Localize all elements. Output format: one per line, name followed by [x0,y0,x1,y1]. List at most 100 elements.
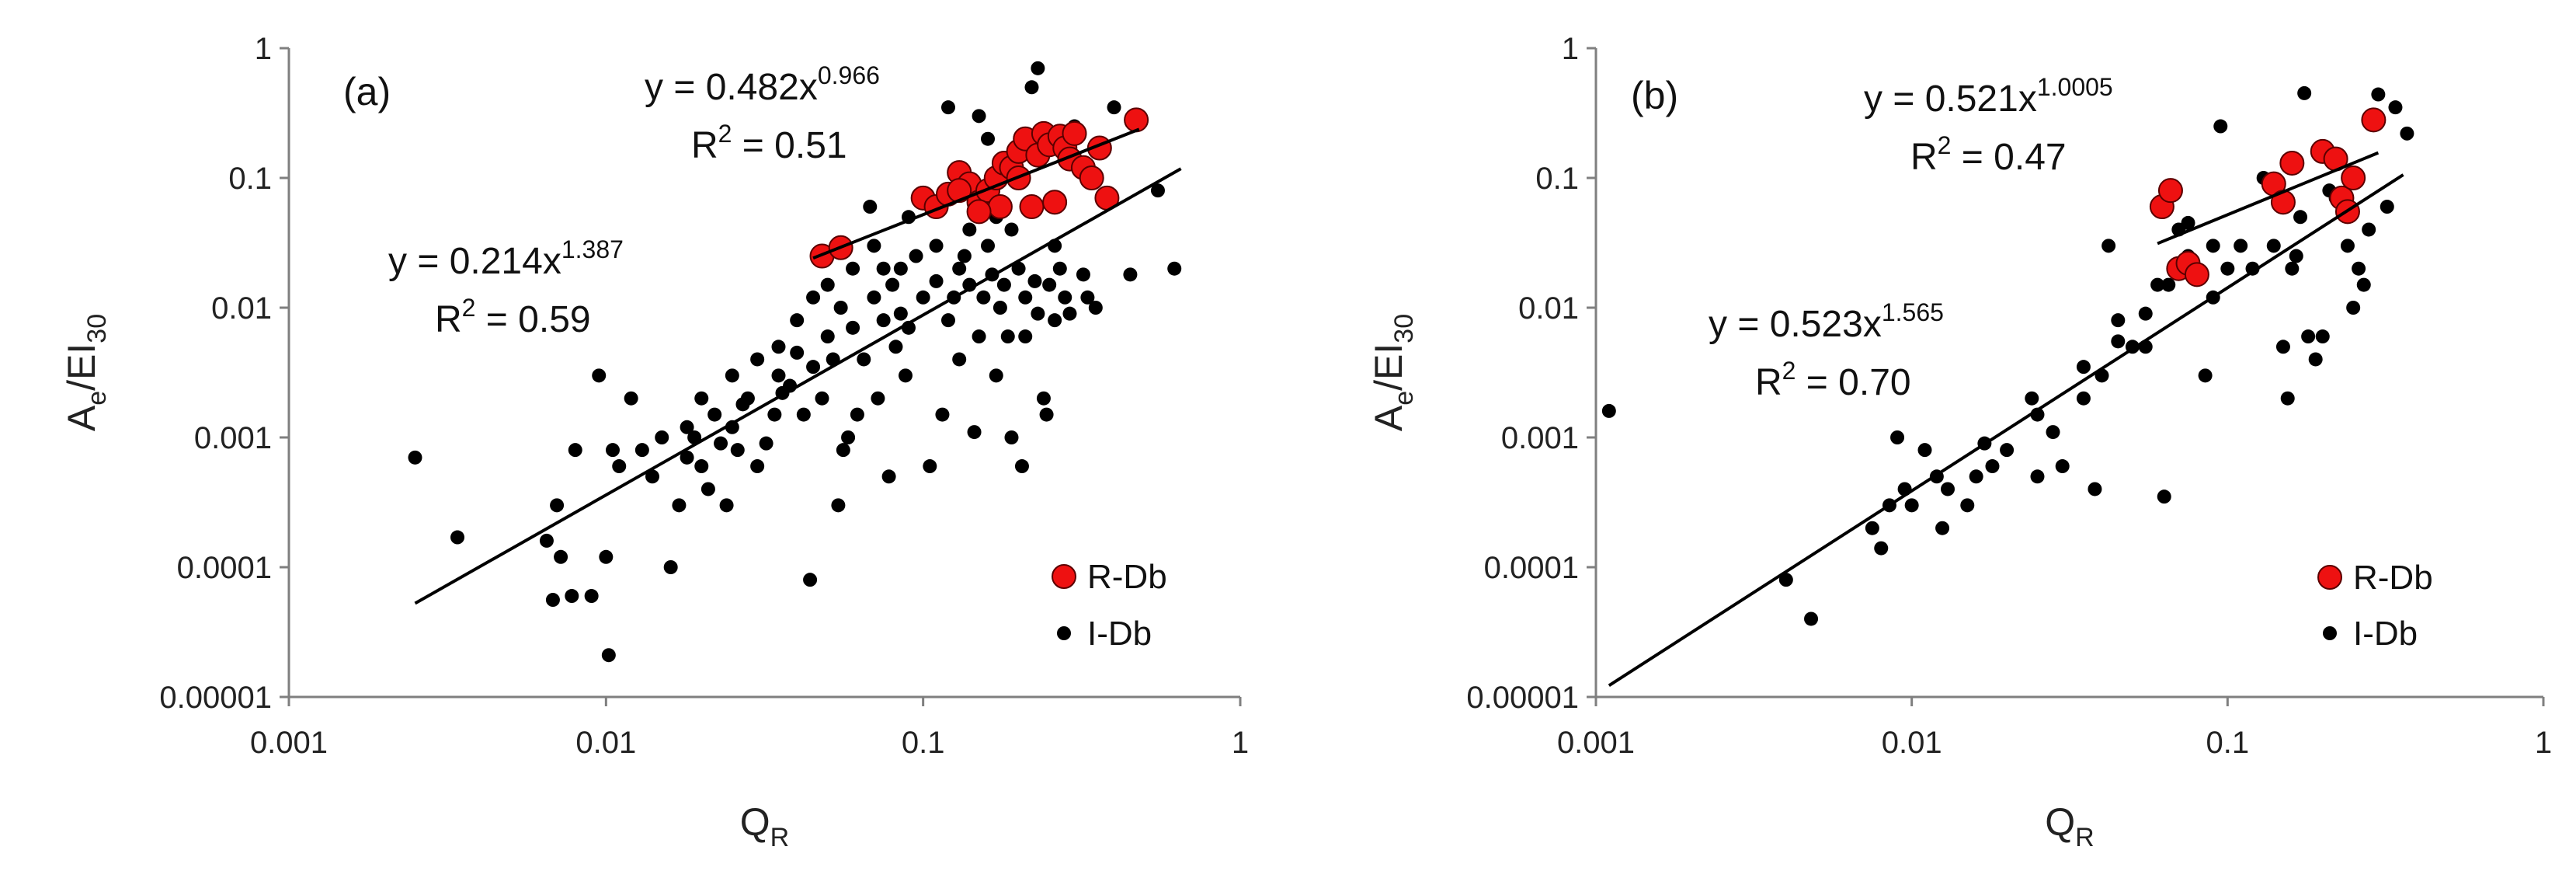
i-db-point [952,352,967,367]
x-tick-label: 0.001 [250,726,328,760]
r-db-point [987,194,1013,220]
i-db-point [2055,459,2070,474]
i-db-point [1052,261,1067,276]
i-db-point [584,589,599,604]
i-db-point [694,459,709,474]
legend: R-Db I-Db [1052,558,1167,653]
i-db-point [2111,334,2126,349]
x-axis-label: QR [2045,800,2094,852]
i-db-point [2356,277,2371,292]
i-db-point [2340,239,2355,253]
i-db-point [1000,329,1015,344]
i-db-point [1969,469,1983,484]
i-db-point [1865,521,1879,535]
i-db-point [2213,119,2228,134]
i-db-point [2076,360,2091,375]
r-db-point [1079,165,1104,190]
i-db-point [1014,459,1029,474]
i-db-point [972,109,986,124]
y-tick-label: 0.00001 [159,681,272,715]
i-db-point [790,313,805,328]
i-db-point [929,273,944,288]
trendline-i-db [414,167,1182,605]
i-db-point [700,482,715,496]
i-db-point [408,450,422,465]
legend-marker [2317,565,2342,590]
i-db-point [771,340,786,354]
i-db-point [871,391,885,406]
i-db-point [2400,126,2414,141]
i-db-point [898,368,913,383]
legend-marker [1057,626,1071,640]
i-db-point [2157,490,2171,504]
r-db-point [1019,194,1045,220]
y-tick-label: 0.001 [194,421,272,455]
i-db-point [790,345,805,360]
i-db-point [2076,391,2091,406]
y-tick-label: 0.01 [1518,291,1579,326]
i-db-point [2206,239,2220,253]
i-db-point [916,290,930,305]
i-db-point [2371,87,2386,102]
i-db-point [645,469,660,484]
y-tick-label: 0.001 [1501,421,1579,455]
i-db-point [2198,368,2213,383]
i-db-point [1024,80,1039,95]
i-db-point [672,498,687,513]
i-db-point [1027,273,1042,288]
i-db-point [1004,222,1019,237]
i-db-point [1062,306,1077,321]
r-db-point [1062,120,1087,146]
i-db-point [1018,329,1033,344]
r-db-point [1042,190,1068,215]
i-db-point [1778,573,1793,587]
chart-panel-b: 0.00001 0.0001 0.001 0.01 0.1 1 0.001 0.01 0.1 1 Q… [1367,32,2552,852]
i-db-point [836,443,850,458]
i-db-point [893,306,908,321]
i-db-point [2380,200,2394,214]
i-db-point [450,530,465,545]
i-db-point [2266,239,2281,253]
i-db-point [2234,239,2248,253]
i-db-point [2030,469,2045,484]
series-r-db [2149,107,2387,287]
r-db-point [2279,150,2305,176]
i-db-point [2088,482,2102,496]
i-db-point [1167,261,1182,276]
i-db-point [2111,313,2126,328]
legend-marker [2323,626,2337,640]
i-db-point [750,352,765,367]
i-db-point [750,459,765,474]
i-db-point [989,368,1003,383]
i-db-point [1935,521,1950,535]
i-db-point [2308,352,2323,367]
i-db-point [759,436,773,451]
i-db-point [1004,430,1019,444]
y-tick-label: 0.1 [228,162,272,196]
i-db-point [820,277,835,292]
trendline-r-db [812,127,1140,260]
i-db-point [885,277,900,292]
i-db-point [2000,443,2015,458]
i-db-point [962,222,977,237]
i-db-point [707,407,722,422]
i-db-point [806,290,821,305]
i-db-point [2297,85,2312,100]
i-db-point [2362,222,2376,237]
i-db-point [1985,459,2000,474]
i-db-point [2280,391,2295,406]
i-db-point [803,573,818,587]
r-squared: R2 = 0.59 [435,294,591,340]
i-db-point [841,430,856,444]
i-db-point [624,391,638,406]
i-db-point [846,320,860,335]
x-tick-label: 0.01 [575,726,636,760]
i-db-point [605,443,620,458]
i-db-point [2285,261,2300,276]
i-db-point [1011,261,1026,276]
i-db-point [539,533,554,548]
y-axis-label: Ae/EI30 [1367,314,1419,431]
y-axis-label: Ae/EI30 [60,314,112,431]
i-db-point [2150,277,2165,292]
i-db-point [2346,301,2361,315]
